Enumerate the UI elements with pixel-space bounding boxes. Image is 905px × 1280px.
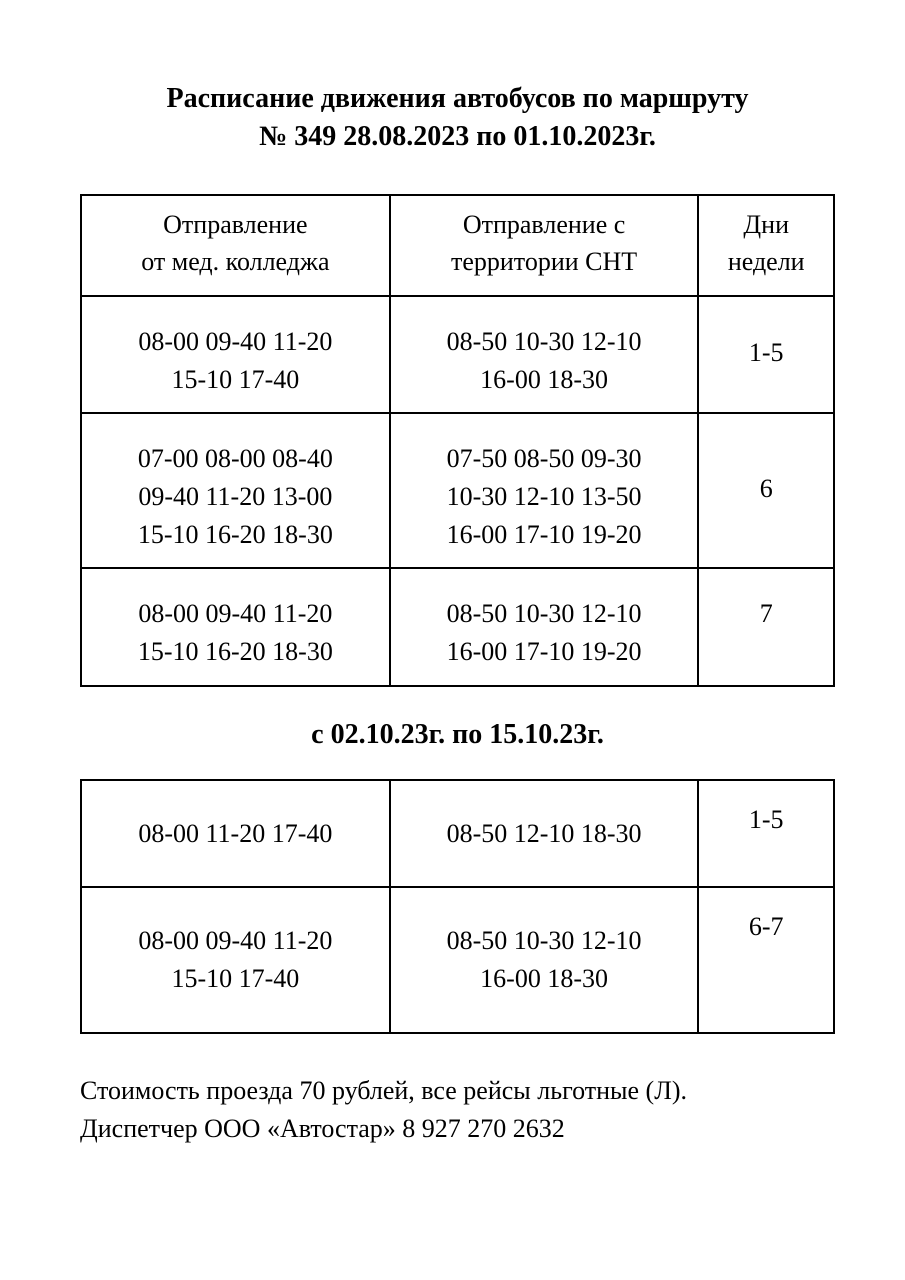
- time-line: 08-00 11-20 17-40: [138, 819, 332, 848]
- header-text: Дни: [743, 210, 789, 239]
- header-departure-snt: Отправление с территории СНТ: [390, 195, 699, 296]
- cell-days: 6: [698, 413, 834, 568]
- time-line: 08-00 09-40 11-20: [138, 599, 332, 628]
- cell-departure-college: 07-00 08-00 08-40 09-40 11-20 13-00 15-1…: [81, 413, 390, 568]
- days-text: 1-5: [749, 338, 784, 367]
- document-title: Расписание движения автобусов по маршрут…: [80, 80, 835, 156]
- schedule-table-1: Отправление от мед. колледжа Отправление…: [80, 194, 835, 687]
- days-text: 7: [760, 599, 773, 628]
- cell-days: 1-5: [698, 296, 834, 413]
- cell-departure-snt: 08-50 12-10 18-30: [390, 780, 699, 888]
- time-line: 16-00 17-10 19-20: [447, 637, 642, 666]
- time-line: 10-30 12-10 13-50: [447, 482, 642, 511]
- time-line: 08-50 12-10 18-30: [447, 819, 642, 848]
- title-line-2: № 349 28.08.2023 по 01.10.2023г.: [259, 121, 656, 152]
- cell-days: 7: [698, 568, 834, 685]
- time-line: 15-10 17-40: [171, 365, 299, 394]
- table-row: 08-00 09-40 11-20 15-10 16-20 18-30 08-5…: [81, 568, 834, 685]
- time-line: 16-00 18-30: [480, 964, 608, 993]
- table-row: 07-00 08-00 08-40 09-40 11-20 13-00 15-1…: [81, 413, 834, 568]
- header-days: Дни недели: [698, 195, 834, 296]
- dispatcher-note: Диспетчер ООО «Автостар» 8 927 270 2632: [80, 1114, 565, 1143]
- cell-days: 6-7: [698, 887, 834, 1032]
- table-row: 08-00 09-40 11-20 15-10 17-40 08-50 10-3…: [81, 887, 834, 1032]
- table-row: 08-00 11-20 17-40 08-50 12-10 18-30 1-5: [81, 780, 834, 888]
- time-line: 08-50 10-30 12-10: [447, 327, 642, 356]
- time-line: 08-00 09-40 11-20: [138, 926, 332, 955]
- time-line: 08-00 09-40 11-20: [138, 327, 332, 356]
- period-subtitle: с 02.10.23г. по 15.10.23г.: [80, 719, 835, 751]
- time-line: 16-00 17-10 19-20: [447, 520, 642, 549]
- cell-departure-snt: 08-50 10-30 12-10 16-00 17-10 19-20: [390, 568, 699, 685]
- time-line: 08-50 10-30 12-10: [447, 599, 642, 628]
- time-line: 08-50 10-30 12-10: [447, 926, 642, 955]
- header-text: Отправление с: [463, 210, 625, 239]
- header-text: недели: [728, 247, 805, 276]
- time-line: 15-10 16-20 18-30: [138, 637, 333, 666]
- days-text: 6: [760, 474, 773, 503]
- time-line: 15-10 16-20 18-30: [138, 520, 333, 549]
- time-line: 09-40 11-20 13-00: [138, 482, 332, 511]
- cell-departure-college: 08-00 09-40 11-20 15-10 16-20 18-30: [81, 568, 390, 685]
- cell-departure-snt: 08-50 10-30 12-10 16-00 18-30: [390, 887, 699, 1032]
- time-line: 15-10 17-40: [171, 964, 299, 993]
- cell-departure-college: 08-00 09-40 11-20 15-10 17-40: [81, 887, 390, 1032]
- time-line: 07-00 08-00 08-40: [138, 444, 333, 473]
- header-departure-college: Отправление от мед. колледжа: [81, 195, 390, 296]
- header-text: территории СНТ: [451, 247, 637, 276]
- table-row: 08-00 09-40 11-20 15-10 17-40 08-50 10-3…: [81, 296, 834, 413]
- footer-notes: Стоимость проезда 70 рублей, все рейсы л…: [80, 1072, 835, 1147]
- cell-departure-snt: 08-50 10-30 12-10 16-00 18-30: [390, 296, 699, 413]
- header-text: Отправление: [163, 210, 307, 239]
- time-line: 07-50 08-50 09-30: [447, 444, 642, 473]
- cell-days: 1-5: [698, 780, 834, 888]
- table-header-row: Отправление от мед. колледжа Отправление…: [81, 195, 834, 296]
- cell-departure-college: 08-00 11-20 17-40: [81, 780, 390, 888]
- schedule-table-2: 08-00 11-20 17-40 08-50 12-10 18-30 1-5 …: [80, 779, 835, 1034]
- header-text: от мед. колледжа: [141, 247, 329, 276]
- cell-departure-snt: 07-50 08-50 09-30 10-30 12-10 13-50 16-0…: [390, 413, 699, 568]
- subtitle-text: с 02.10.23г. по 15.10.23г.: [311, 719, 604, 750]
- title-line-1: Расписание движения автобусов по маршрут…: [167, 83, 749, 114]
- time-line: 16-00 18-30: [480, 365, 608, 394]
- days-text: 1-5: [749, 805, 784, 834]
- cell-departure-college: 08-00 09-40 11-20 15-10 17-40: [81, 296, 390, 413]
- days-text: 6-7: [749, 912, 784, 941]
- fare-note: Стоимость проезда 70 рублей, все рейсы л…: [80, 1076, 687, 1105]
